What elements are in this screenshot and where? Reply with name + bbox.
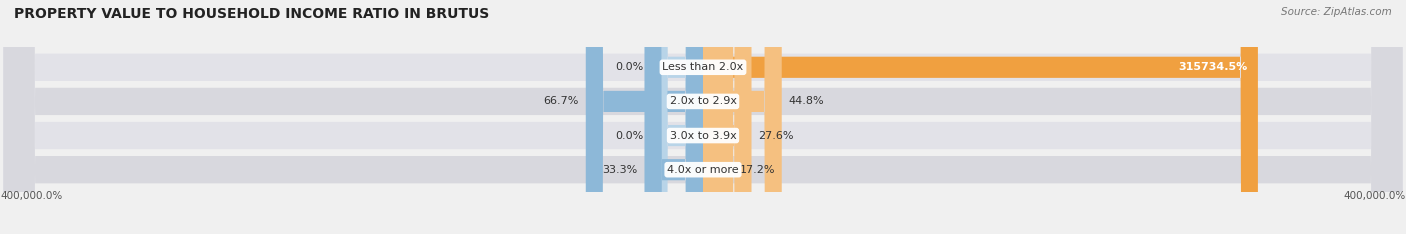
Text: 0.0%: 0.0% (614, 131, 644, 141)
Text: 33.3%: 33.3% (602, 165, 637, 175)
FancyBboxPatch shape (703, 0, 1258, 234)
Text: 3.0x to 3.9x: 3.0x to 3.9x (669, 131, 737, 141)
Text: 17.2%: 17.2% (741, 165, 776, 175)
FancyBboxPatch shape (650, 0, 703, 234)
FancyBboxPatch shape (703, 0, 734, 234)
FancyBboxPatch shape (703, 0, 782, 234)
FancyBboxPatch shape (3, 0, 1403, 234)
FancyBboxPatch shape (703, 0, 752, 234)
FancyBboxPatch shape (3, 0, 1403, 234)
Text: 0.0%: 0.0% (614, 62, 644, 72)
Text: 66.7%: 66.7% (543, 96, 579, 106)
Text: 400,000.0%: 400,000.0% (1344, 191, 1406, 201)
FancyBboxPatch shape (3, 0, 1403, 234)
Text: 315734.5%: 315734.5% (1178, 62, 1247, 72)
FancyBboxPatch shape (586, 0, 703, 234)
FancyBboxPatch shape (3, 0, 1403, 234)
Text: 2.0x to 2.9x: 2.0x to 2.9x (669, 96, 737, 106)
Text: Source: ZipAtlas.com: Source: ZipAtlas.com (1281, 7, 1392, 17)
Text: 27.6%: 27.6% (759, 131, 794, 141)
FancyBboxPatch shape (644, 0, 703, 234)
Text: 400,000.0%: 400,000.0% (0, 191, 62, 201)
Text: 4.0x or more: 4.0x or more (668, 165, 738, 175)
Text: 44.8%: 44.8% (789, 96, 824, 106)
Text: Less than 2.0x: Less than 2.0x (662, 62, 744, 72)
Text: PROPERTY VALUE TO HOUSEHOLD INCOME RATIO IN BRUTUS: PROPERTY VALUE TO HOUSEHOLD INCOME RATIO… (14, 7, 489, 21)
FancyBboxPatch shape (650, 0, 703, 234)
